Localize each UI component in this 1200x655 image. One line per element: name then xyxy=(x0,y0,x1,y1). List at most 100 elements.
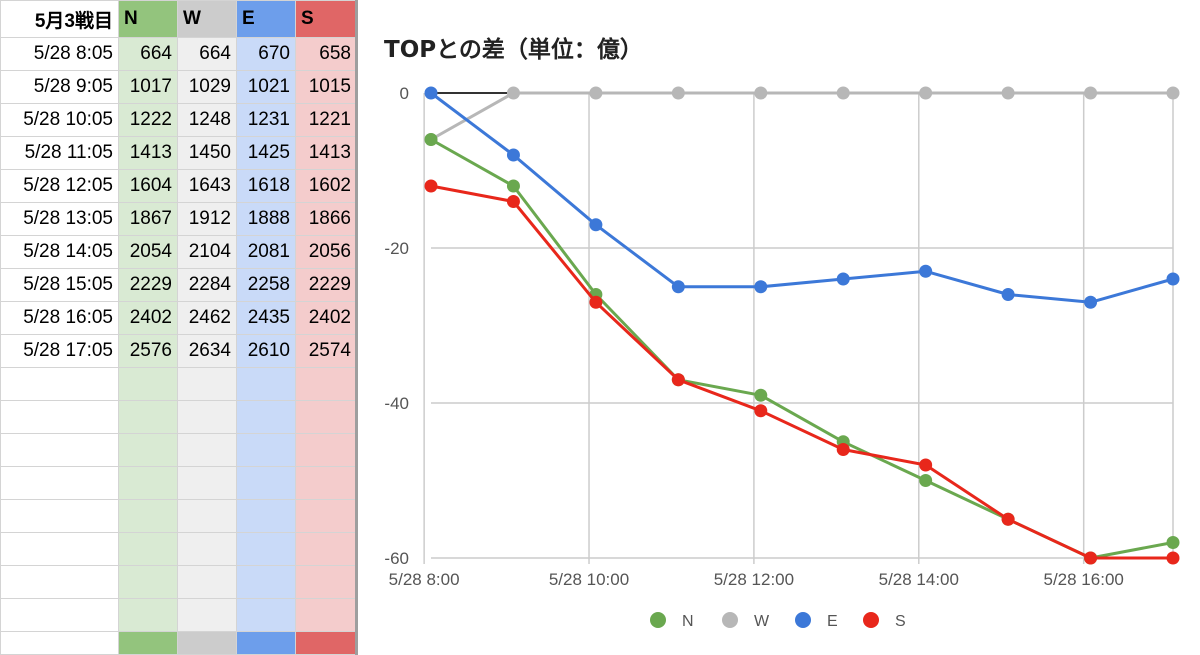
w-cell[interactable]: 2634 xyxy=(177,334,237,369)
data-point-e[interactable] xyxy=(1166,272,1180,286)
s-cell[interactable]: 1602 xyxy=(295,169,357,204)
data-point-s[interactable] xyxy=(671,373,685,387)
data-point-s[interactable] xyxy=(1001,512,1015,526)
empty-cell[interactable] xyxy=(118,433,178,468)
time-cell[interactable]: 5/28 17:05 xyxy=(0,334,119,369)
empty-cell[interactable] xyxy=(0,367,119,402)
e-cell[interactable]: 1425 xyxy=(236,136,296,171)
data-point-w[interactable] xyxy=(1001,86,1015,100)
data-point-s[interactable] xyxy=(754,404,768,418)
empty-cell[interactable] xyxy=(118,400,178,435)
time-cell[interactable]: 5/28 13:05 xyxy=(0,202,119,237)
e-cell[interactable]: 2610 xyxy=(236,334,296,369)
empty-cell[interactable] xyxy=(236,598,296,633)
footer-cell[interactable] xyxy=(118,631,178,655)
w-cell[interactable]: 1029 xyxy=(177,70,237,105)
empty-cell[interactable] xyxy=(295,598,357,633)
empty-cell[interactable] xyxy=(236,367,296,402)
n-cell[interactable]: 2054 xyxy=(118,235,178,270)
data-point-e[interactable] xyxy=(919,264,933,278)
n-cell[interactable]: 1604 xyxy=(118,169,178,204)
empty-cell[interactable] xyxy=(118,598,178,633)
e-cell[interactable]: 2435 xyxy=(236,301,296,336)
data-point-w[interactable] xyxy=(919,86,933,100)
data-point-e[interactable] xyxy=(754,280,768,294)
time-cell[interactable]: 5/28 11:05 xyxy=(0,136,119,171)
n-cell[interactable]: 2402 xyxy=(118,301,178,336)
empty-cell[interactable] xyxy=(0,400,119,435)
header-cell-w[interactable]: W xyxy=(177,0,237,39)
data-point-n[interactable] xyxy=(754,388,768,402)
data-point-s[interactable] xyxy=(589,295,603,309)
s-cell[interactable]: 2402 xyxy=(295,301,357,336)
n-cell[interactable]: 1017 xyxy=(118,70,178,105)
s-cell[interactable]: 1866 xyxy=(295,202,357,237)
empty-cell[interactable] xyxy=(177,433,237,468)
empty-cell[interactable] xyxy=(295,466,357,501)
data-point-n[interactable] xyxy=(1166,536,1180,549)
w-cell[interactable]: 1912 xyxy=(177,202,237,237)
empty-cell[interactable] xyxy=(177,532,237,567)
header-cell-title[interactable]: 5月3戦目 xyxy=(0,0,119,39)
empty-cell[interactable] xyxy=(236,433,296,468)
empty-cell[interactable] xyxy=(295,499,357,534)
header-cell-n[interactable]: N xyxy=(118,0,178,39)
data-point-n[interactable] xyxy=(424,133,438,146)
data-point-s[interactable] xyxy=(1166,551,1180,565)
footer-cell[interactable] xyxy=(295,631,357,655)
empty-cell[interactable] xyxy=(118,466,178,501)
data-point-w[interactable] xyxy=(506,86,520,100)
empty-cell[interactable] xyxy=(118,367,178,402)
header-cell-e[interactable]: E xyxy=(236,0,296,39)
empty-cell[interactable] xyxy=(177,367,237,402)
empty-cell[interactable] xyxy=(236,466,296,501)
empty-cell[interactable] xyxy=(236,532,296,567)
empty-cell[interactable] xyxy=(0,499,119,534)
footer-cell[interactable] xyxy=(236,631,296,655)
data-point-e[interactable] xyxy=(1084,295,1098,309)
w-cell[interactable]: 1643 xyxy=(177,169,237,204)
w-cell[interactable]: 2462 xyxy=(177,301,237,336)
n-cell[interactable]: 2229 xyxy=(118,268,178,303)
w-cell[interactable]: 2284 xyxy=(177,268,237,303)
empty-cell[interactable] xyxy=(0,532,119,567)
data-point-e[interactable] xyxy=(506,148,520,162)
data-point-e[interactable] xyxy=(671,280,685,294)
data-point-s[interactable] xyxy=(506,195,520,208)
data-point-w[interactable] xyxy=(589,86,603,100)
s-cell[interactable]: 2574 xyxy=(295,334,357,369)
s-cell[interactable]: 2229 xyxy=(295,268,357,303)
w-cell[interactable]: 1450 xyxy=(177,136,237,171)
e-cell[interactable]: 1231 xyxy=(236,103,296,138)
data-point-n[interactable] xyxy=(506,179,520,193)
data-point-w[interactable] xyxy=(1166,86,1180,100)
empty-cell[interactable] xyxy=(236,499,296,534)
data-point-e[interactable] xyxy=(836,272,850,286)
data-point-s[interactable] xyxy=(836,443,850,456)
e-cell[interactable]: 2258 xyxy=(236,268,296,303)
empty-cell[interactable] xyxy=(118,532,178,567)
s-cell[interactable]: 1015 xyxy=(295,70,357,105)
e-cell[interactable]: 1021 xyxy=(236,70,296,105)
s-cell[interactable]: 658 xyxy=(295,37,357,72)
header-cell-s[interactable]: S xyxy=(295,0,357,39)
data-point-e[interactable] xyxy=(1001,288,1015,301)
n-cell[interactable]: 664 xyxy=(118,37,178,72)
empty-cell[interactable] xyxy=(0,433,119,468)
n-cell[interactable]: 2576 xyxy=(118,334,178,369)
data-point-w[interactable] xyxy=(1084,86,1098,100)
footer-cell[interactable] xyxy=(177,631,237,655)
empty-cell[interactable] xyxy=(295,367,357,402)
empty-cell[interactable] xyxy=(0,598,119,633)
empty-cell[interactable] xyxy=(295,565,357,600)
empty-cell[interactable] xyxy=(177,466,237,501)
data-point-w[interactable] xyxy=(671,86,685,100)
time-cell[interactable]: 5/28 8:05 xyxy=(0,37,119,72)
n-cell[interactable]: 1222 xyxy=(118,103,178,138)
time-cell[interactable]: 5/28 12:05 xyxy=(0,169,119,204)
time-cell[interactable]: 5/28 16:05 xyxy=(0,301,119,336)
empty-cell[interactable] xyxy=(177,565,237,600)
empty-cell[interactable] xyxy=(236,400,296,435)
empty-cell[interactable] xyxy=(236,565,296,600)
time-cell[interactable]: 5/28 14:05 xyxy=(0,235,119,270)
